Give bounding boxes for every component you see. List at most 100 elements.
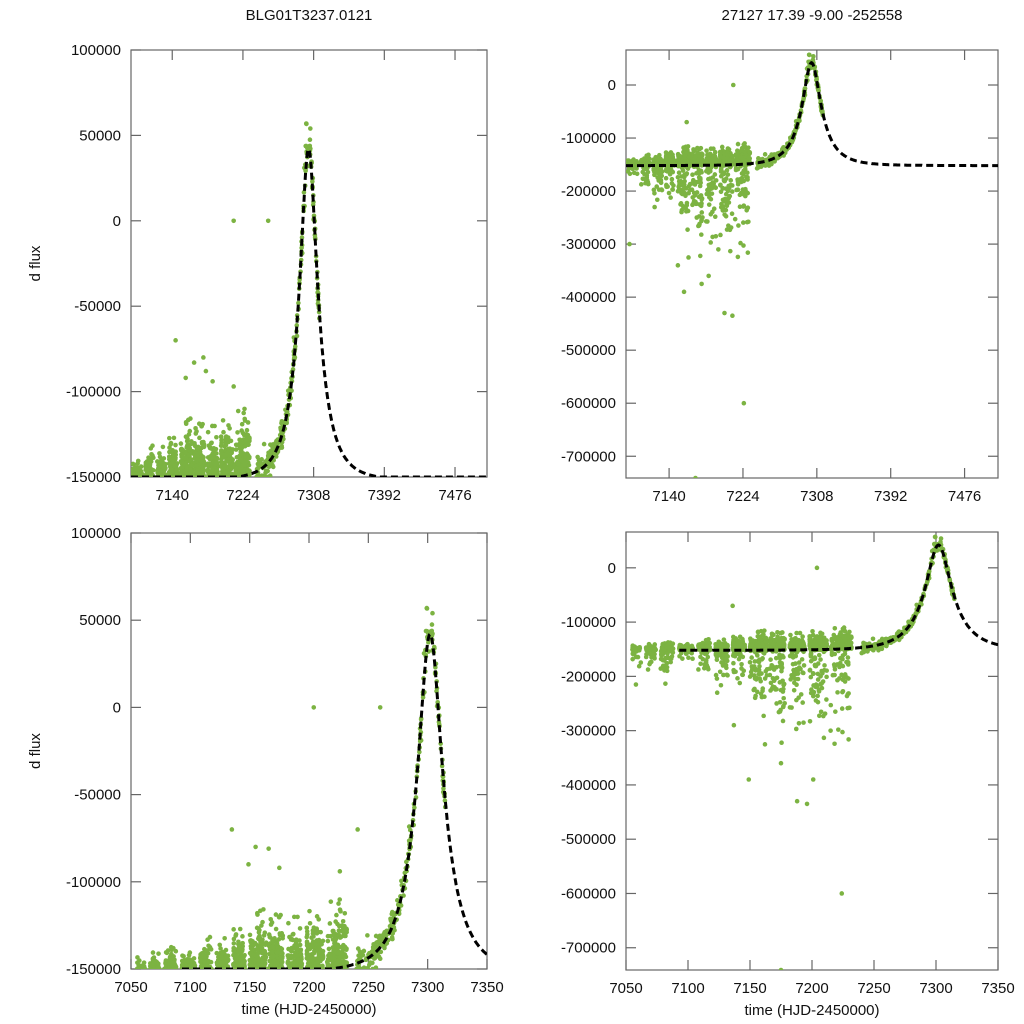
data-point bbox=[344, 926, 349, 932]
data-point bbox=[301, 190, 307, 195]
data-point bbox=[320, 963, 325, 969]
data-point bbox=[699, 232, 704, 237]
data-point bbox=[676, 170, 682, 176]
data-point bbox=[255, 958, 261, 964]
data-point bbox=[657, 152, 662, 158]
outlier-point bbox=[716, 247, 721, 252]
y-tick-label: -150000 bbox=[66, 469, 121, 486]
data-point bbox=[288, 948, 294, 954]
data-point bbox=[654, 197, 660, 203]
data-point bbox=[207, 934, 213, 940]
data-point bbox=[652, 204, 657, 210]
data-point bbox=[273, 454, 279, 459]
data-point bbox=[314, 928, 320, 933]
data-point bbox=[820, 108, 825, 114]
data-point bbox=[320, 955, 326, 960]
data-point bbox=[257, 927, 262, 933]
data-point bbox=[311, 934, 316, 939]
data-point bbox=[408, 838, 413, 843]
data-point bbox=[307, 137, 313, 143]
data-point bbox=[710, 234, 715, 240]
data-point bbox=[788, 138, 794, 143]
data-point bbox=[704, 168, 709, 174]
data-point bbox=[250, 946, 256, 952]
data-point bbox=[214, 460, 220, 465]
data-point bbox=[692, 157, 697, 162]
plot-frame bbox=[625, 49, 999, 479]
data-point bbox=[707, 151, 713, 157]
data-point bbox=[712, 214, 718, 219]
data-point bbox=[239, 445, 245, 451]
data-point bbox=[683, 186, 689, 191]
data-point bbox=[342, 944, 348, 950]
data-point bbox=[732, 216, 738, 222]
data-point bbox=[163, 962, 169, 967]
x-tick-label: 7308 bbox=[297, 487, 330, 504]
data-point bbox=[236, 466, 242, 471]
data-point bbox=[664, 166, 669, 172]
data-point bbox=[195, 446, 200, 452]
data-point bbox=[206, 959, 212, 965]
data-point bbox=[223, 956, 229, 962]
data-point bbox=[285, 960, 291, 966]
outlier-point bbox=[253, 844, 258, 850]
data-point bbox=[684, 171, 690, 176]
data-point bbox=[270, 464, 276, 470]
data-point bbox=[694, 190, 700, 195]
data-point bbox=[194, 452, 200, 458]
data-point bbox=[725, 172, 731, 177]
data-point bbox=[161, 464, 167, 470]
data-point bbox=[233, 447, 239, 452]
data-points bbox=[626, 52, 826, 478]
data-point bbox=[651, 187, 657, 193]
data-point bbox=[818, 98, 824, 104]
data-point bbox=[680, 182, 686, 188]
data-point bbox=[682, 150, 688, 156]
y-tick-label: -500000 bbox=[561, 342, 616, 359]
y-tick-label: -100000 bbox=[66, 874, 121, 891]
x-tick-label: 7476 bbox=[948, 488, 981, 505]
data-point bbox=[377, 956, 383, 962]
data-point bbox=[718, 232, 723, 238]
data-point bbox=[406, 824, 412, 829]
data-point bbox=[769, 152, 774, 157]
data-point bbox=[257, 935, 263, 941]
data-point bbox=[169, 947, 174, 953]
data-point bbox=[250, 956, 255, 961]
x-tick-label: 7350 bbox=[470, 979, 503, 996]
data-point bbox=[202, 946, 207, 952]
data-point bbox=[382, 945, 387, 951]
data-point bbox=[260, 958, 265, 964]
data-point bbox=[333, 919, 338, 924]
data-point bbox=[663, 182, 669, 188]
model-curve bbox=[626, 61, 998, 168]
data-point bbox=[652, 190, 657, 196]
data-point bbox=[185, 417, 191, 423]
data-point bbox=[200, 470, 206, 476]
data-point bbox=[683, 209, 689, 214]
y-tick-label: -600000 bbox=[561, 885, 616, 902]
data-point bbox=[811, 54, 816, 59]
data-point bbox=[746, 219, 751, 225]
data-point bbox=[275, 440, 281, 446]
data-point bbox=[269, 950, 275, 955]
data-point bbox=[708, 146, 714, 152]
panel-top-right: 0-100000-200000-300000-400000-500000-600… bbox=[561, 49, 999, 505]
outlier-point bbox=[681, 289, 687, 295]
data-point bbox=[219, 437, 224, 443]
y-tick-label: -700000 bbox=[561, 448, 616, 465]
data-point bbox=[742, 141, 747, 146]
data-point bbox=[390, 936, 395, 942]
data-point bbox=[222, 464, 227, 470]
data-point bbox=[743, 163, 748, 169]
data-point bbox=[292, 959, 297, 964]
data-point bbox=[320, 938, 326, 944]
data-point bbox=[327, 952, 333, 958]
data-point bbox=[239, 421, 245, 427]
data-point bbox=[309, 956, 314, 962]
data-point bbox=[268, 442, 273, 447]
data-point bbox=[163, 950, 169, 955]
y-tick-label: 50000 bbox=[79, 127, 121, 144]
data-point bbox=[253, 953, 259, 958]
data-point bbox=[198, 458, 203, 463]
